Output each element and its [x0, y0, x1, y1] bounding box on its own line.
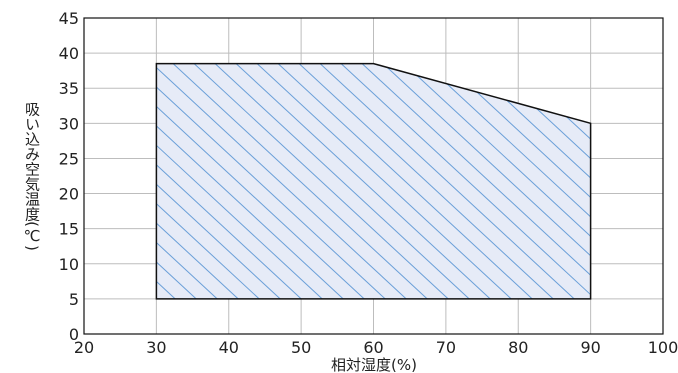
- hatch-line: [156, 63, 281, 299]
- x-tick-label: 100: [648, 338, 678, 357]
- x-tick-label: 30: [146, 338, 166, 357]
- hatch-line: [298, 63, 554, 299]
- hatch-line: [424, 63, 591, 299]
- hatch-line: [403, 63, 591, 299]
- region-outline: [155, 62, 592, 300]
- y-tick-label: 10: [59, 255, 79, 274]
- y-tick-label: 15: [59, 220, 79, 239]
- x-tick-label: 40: [219, 338, 239, 357]
- hatch-line: [156, 63, 344, 299]
- y-tick-label: 5: [69, 290, 79, 309]
- hatch-line: [445, 63, 591, 299]
- hatch-line: [466, 63, 591, 299]
- x-axis-label: 相対湿度(%): [331, 356, 417, 373]
- hatch-line: [277, 63, 533, 299]
- x-tick-label: 60: [363, 338, 383, 357]
- hatch-line: [172, 63, 428, 299]
- y-tick-label: 30: [59, 114, 79, 133]
- hatch-line: [156, 63, 302, 299]
- y-tick-label: 40: [59, 44, 79, 63]
- region-fill: [156, 63, 591, 299]
- hatch-line: [193, 63, 449, 299]
- hatch-line: [256, 63, 512, 299]
- plot-frame: [83, 17, 664, 335]
- y-tick-label: 45: [59, 9, 79, 28]
- y-tick-label: 20: [59, 185, 79, 204]
- hatch-line: [156, 63, 323, 299]
- hatch-line: [361, 63, 591, 299]
- hatch-line: [156, 63, 239, 299]
- tick-labels: 20 30 40 50 60 70 80 90 100 0 5 10 15 20 25 30 35 40 45: [59, 9, 678, 357]
- hatch-line: [319, 63, 575, 299]
- hatch-line: [235, 63, 491, 299]
- operating-region: [155, 62, 592, 300]
- y-tick-label: 35: [59, 79, 79, 98]
- hatch-line: [382, 63, 591, 299]
- hatch-line: [214, 63, 470, 299]
- hatch-line: [156, 63, 407, 299]
- hatch-line: [156, 63, 218, 299]
- x-tick-label: 80: [508, 338, 528, 357]
- y-axis-label: 吸い込み空気温度(℃): [23, 101, 41, 251]
- hatch-line: [156, 63, 260, 299]
- hatch-line: [156, 63, 365, 299]
- x-tick-label: 20: [74, 338, 94, 357]
- x-tick-label: 90: [580, 338, 600, 357]
- x-tick-label: 70: [436, 338, 456, 357]
- hatch-line: [156, 63, 386, 299]
- hatch-line: [340, 63, 591, 299]
- x-tick-label: 50: [291, 338, 311, 357]
- y-tick-label: 0: [69, 325, 79, 344]
- y-tick-label: 25: [59, 149, 79, 168]
